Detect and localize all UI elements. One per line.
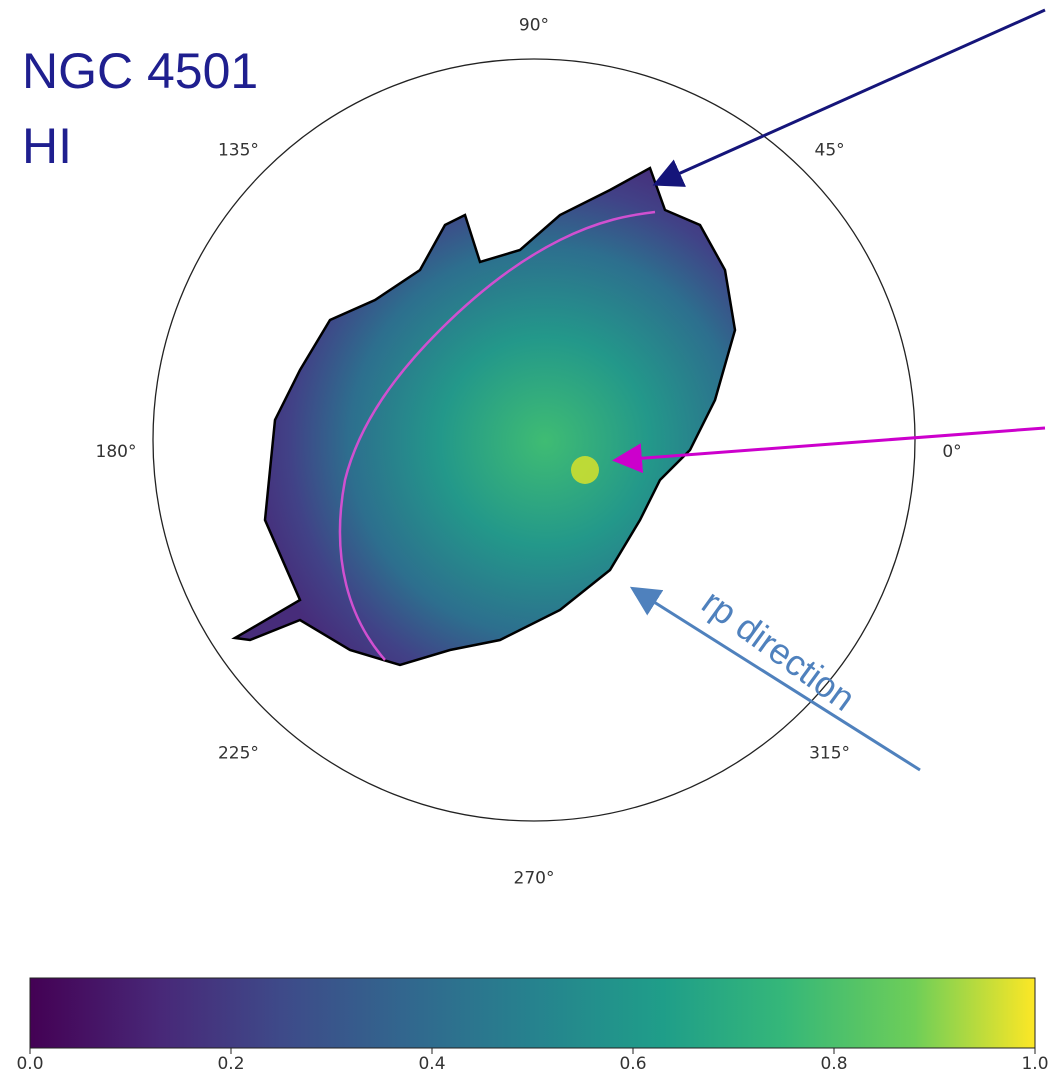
title: NGC 4501: [22, 43, 258, 99]
tick-label: 0.2: [217, 1054, 244, 1071]
tick-label: 0.6: [619, 1054, 646, 1071]
tick-label: 0.0: [16, 1054, 43, 1071]
angle-label: 0°: [942, 442, 961, 462]
angle-label: 225°: [218, 743, 259, 763]
arrow: [635, 590, 920, 770]
figure: NGC 4501 HI rp direction 90° 135° 45° 180° 0…: [0, 0, 1048, 1071]
colorbar: [30, 978, 1035, 1048]
tick-label: 1.0: [1021, 1054, 1048, 1071]
tick-label: 0.8: [820, 1054, 847, 1071]
angle-label: 90°: [519, 16, 549, 36]
angle-label: 180°: [96, 442, 137, 462]
polar-plot: [153, 59, 915, 821]
annotation: rp direction: [695, 581, 863, 719]
hi-map: [235, 168, 735, 665]
hi-peak: [571, 456, 599, 484]
angle-label: 45°: [815, 141, 845, 161]
angle-label: 315°: [809, 743, 850, 763]
title: HI: [22, 118, 72, 174]
angle-label: 135°: [218, 141, 259, 161]
tick-label: 0.4: [418, 1054, 445, 1071]
arrow: [658, 10, 1045, 183]
angle-label: 270°: [514, 868, 555, 888]
